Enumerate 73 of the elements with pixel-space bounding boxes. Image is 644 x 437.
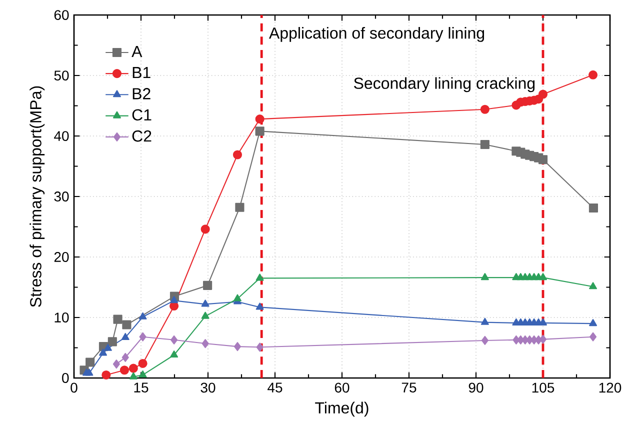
point <box>235 202 244 212</box>
point <box>108 337 117 346</box>
point <box>170 335 178 344</box>
point <box>589 319 598 326</box>
point <box>589 282 598 290</box>
point <box>539 273 547 280</box>
x-tick-label: 15 <box>134 382 148 392</box>
x-tick-label: 0 <box>70 382 78 393</box>
point <box>201 312 210 319</box>
y-tick-label: 40 <box>54 131 69 141</box>
point <box>202 338 209 348</box>
y-tick-label: 60 <box>54 10 69 20</box>
legend-label: B1 <box>132 67 150 78</box>
point <box>480 104 490 114</box>
x-tick-label: 30 <box>200 382 216 393</box>
x-axis-title: Time(d) <box>315 402 368 417</box>
point <box>138 312 147 320</box>
point <box>232 150 242 160</box>
point <box>138 370 147 378</box>
point <box>538 155 548 164</box>
point <box>203 280 212 290</box>
x-tick-label: 120 <box>599 382 622 393</box>
y-axis-title: Stress of primary support(MPa) <box>30 86 45 307</box>
x-tick-label: 105 <box>532 382 554 393</box>
point <box>233 294 242 302</box>
legend-label: C2 <box>132 130 152 142</box>
y-tick-label: 20 <box>54 252 69 262</box>
point <box>480 273 489 280</box>
x-tick-label: 90 <box>468 382 484 393</box>
point <box>121 332 130 340</box>
point <box>256 342 264 352</box>
legend-label: B2 <box>132 88 150 100</box>
point <box>122 352 129 362</box>
point <box>139 332 146 342</box>
point <box>480 140 490 150</box>
point <box>122 320 132 330</box>
point <box>104 344 112 351</box>
point <box>170 296 178 304</box>
point <box>256 274 264 281</box>
point <box>234 342 242 352</box>
point <box>589 332 597 342</box>
point <box>481 336 488 346</box>
point <box>99 348 108 356</box>
point <box>255 114 264 124</box>
x-tick-label: 45 <box>268 382 282 392</box>
point <box>128 364 138 373</box>
ref-line-label: Application of secondary lining <box>269 26 484 42</box>
point <box>120 366 130 375</box>
y-tick-label: 10 <box>54 312 69 322</box>
legend-label: A <box>132 46 142 58</box>
y-tick-label: 50 <box>54 70 69 80</box>
x-tick-label: 60 <box>334 382 350 393</box>
point <box>480 318 489 325</box>
point <box>86 358 95 367</box>
point <box>538 90 548 99</box>
point <box>138 358 148 368</box>
point <box>200 224 210 234</box>
ref-line-label: Secondary lining cracking <box>354 77 535 92</box>
point <box>588 70 598 80</box>
x-tick-label: 75 <box>402 382 416 392</box>
legend-label: C1 <box>132 109 152 121</box>
point <box>129 372 138 380</box>
point <box>102 370 111 380</box>
point <box>201 300 210 307</box>
point <box>256 302 264 310</box>
point <box>112 360 120 369</box>
point <box>588 203 598 213</box>
point <box>85 368 94 376</box>
point <box>113 314 122 324</box>
y-tick-label: 30 <box>54 192 69 202</box>
point <box>255 126 264 136</box>
point <box>170 350 178 358</box>
y-tick-label: 0 <box>62 373 69 383</box>
